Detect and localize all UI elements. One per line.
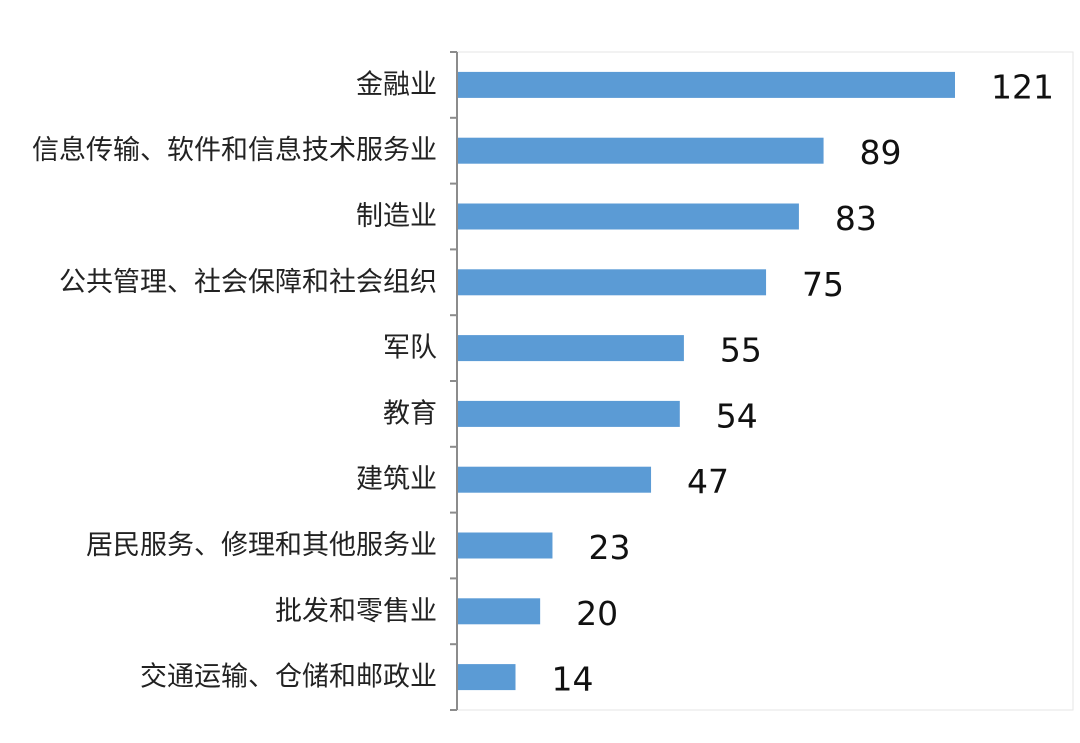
category-label: 教育 (383, 398, 437, 429)
bar (458, 335, 684, 362)
bar (458, 532, 553, 559)
category-label: 公共管理、社会保障和社会组织 (59, 267, 437, 298)
bar (458, 466, 652, 493)
category-label: 建筑业 (356, 464, 437, 495)
bars-layer (458, 71, 955, 691)
data-label: 121 (991, 67, 1054, 106)
data-label: 23 (588, 528, 630, 567)
data-label: 14 (552, 660, 594, 699)
data-label: 89 (860, 133, 902, 172)
category-label: 制造业 (356, 201, 437, 232)
data-label: 47 (687, 462, 729, 501)
bar (458, 598, 541, 625)
data-label: 54 (716, 396, 758, 435)
data-labels: 121 89 83 75 55 54 47 23 20 14 (552, 67, 1054, 698)
data-label: 75 (802, 265, 844, 304)
data-label: 20 (576, 594, 618, 633)
data-label: 83 (835, 199, 877, 238)
category-label: 批发和零售业 (275, 596, 437, 627)
bar (458, 137, 824, 164)
data-label: 55 (720, 331, 762, 370)
bar (458, 269, 767, 296)
bar (458, 400, 680, 427)
category-label: 交通运输、仓储和邮政业 (140, 662, 437, 693)
category-label: 金融业 (356, 69, 437, 100)
category-label: 信息传输、软件和信息技术服务业 (32, 135, 437, 166)
bar (458, 71, 955, 98)
category-label: 军队 (383, 333, 437, 364)
bar (458, 664, 516, 691)
category-label: 居民服务、修理和其他服务业 (86, 530, 437, 561)
y-axis (450, 51, 458, 711)
bar (458, 203, 799, 230)
category-labels: 金融业信息传输、软件和信息技术服务业制造业公共管理、社会保障和社会组织军队教育建… (32, 69, 437, 692)
